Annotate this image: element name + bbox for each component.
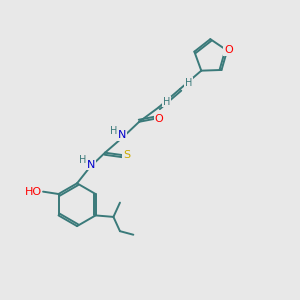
Text: H: H <box>184 78 192 88</box>
Text: H: H <box>163 97 170 106</box>
Text: O: O <box>224 46 233 56</box>
Text: HO: HO <box>25 187 42 196</box>
Text: N: N <box>117 130 126 140</box>
Text: H: H <box>110 126 118 136</box>
Text: O: O <box>154 114 163 124</box>
Text: S: S <box>123 150 130 160</box>
Text: N: N <box>86 160 95 170</box>
Text: H: H <box>79 155 87 165</box>
